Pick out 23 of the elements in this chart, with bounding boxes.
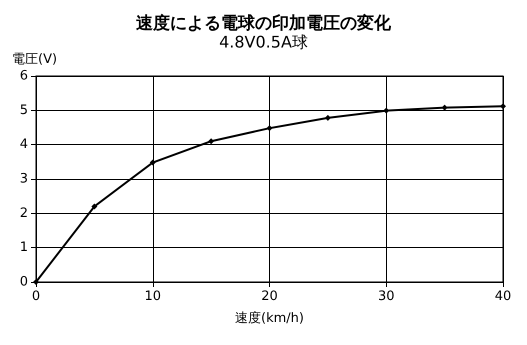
point [33, 279, 39, 285]
x-tick-label: 30 [378, 289, 395, 304]
y-tick-label: 4 [20, 137, 28, 152]
point [266, 125, 272, 132]
x-tick-label: 10 [144, 289, 162, 304]
x-axis-title: 速度(km/h) [235, 310, 304, 326]
y-tick-label: 0 [20, 274, 28, 290]
x-tick-label: 0 [32, 289, 40, 304]
chart-title: 速度による電球の印加電圧の変化 [136, 14, 392, 34]
y-axis-title: 電圧(V) [12, 52, 58, 67]
y-tick-label: 6 [20, 68, 28, 84]
chart-subtitle: 4.8V0.5A球 [219, 32, 308, 52]
y-tick-label: 2 [20, 206, 28, 221]
y-tick-label: 3 [20, 172, 28, 186]
point [91, 203, 98, 210]
point [500, 103, 506, 110]
point [150, 160, 156, 166]
y-tick-label: 1 [20, 240, 28, 256]
x-tick-label: 40 [494, 289, 512, 304]
y-tick-label: 5 [20, 102, 28, 118]
point [208, 138, 214, 144]
point [324, 114, 331, 121]
x-tick-label: 20 [261, 289, 278, 304]
